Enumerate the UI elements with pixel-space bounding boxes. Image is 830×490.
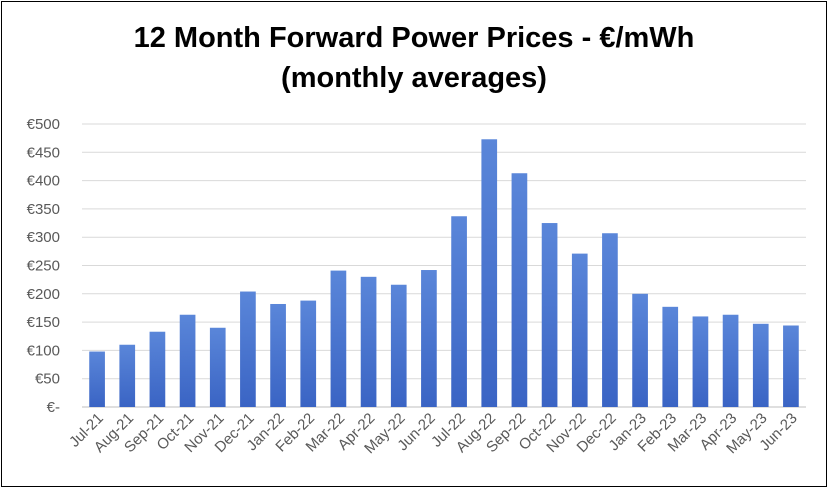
bar-jun-22 [421,270,437,407]
y-tick-label: €500 [27,116,60,133]
chart-title: 12 Month Forward Power Prices - €/mWh (m… [0,18,828,98]
bar-may-23 [752,323,769,407]
bar-feb-22 [300,300,317,407]
x-axis-ticks: Jul-21Aug-21Sep-21Oct-21Nov-21Dec-21Jan-… [66,410,801,457]
chart-title-line-2: (monthly averages) [281,62,547,94]
bar-dec-22 [602,233,618,407]
y-tick-label: €100 [27,342,60,359]
bar-sep-21 [149,331,166,407]
bar-nov-21 [209,327,226,407]
y-tick-label: €50 [35,371,60,388]
y-tick-label: €450 [27,144,60,161]
y-tick-label: €250 [27,258,60,275]
bar-aug-22 [481,139,498,408]
bar-mar-22 [330,270,347,407]
chart-title-line-1: 12 Month Forward Power Prices - €/mWh [133,22,695,54]
y-tick-label: €400 [27,173,60,190]
bar-jun-23 [783,325,799,407]
bar-apr-23 [722,314,739,407]
bar-nov-22 [571,253,588,407]
bar-aug-21 [119,344,136,407]
bar-jan-22 [270,303,286,407]
y-tick-label: €150 [27,314,60,331]
bar-dec-21 [240,291,256,407]
bar-apr-22 [360,276,377,407]
y-tick-label: €- [47,399,60,416]
bar-jan-23 [632,293,648,407]
grid-lines [82,123,806,408]
y-tick-label: €300 [27,229,60,246]
bar-jul-22 [451,216,467,407]
bar-sep-22 [511,173,528,407]
bars [89,139,799,408]
bar-mar-23 [692,316,709,407]
y-tick-label: €350 [27,201,60,218]
bar-feb-23 [662,306,679,407]
bar-may-22 [390,284,407,407]
bar-jul-21 [89,351,105,407]
bar-oct-21 [179,314,196,407]
bar-oct-22 [541,223,558,407]
y-axis-ticks: €- €50 €100 €150 €200 €250 €300 €350 €400 €450 €50… [27,116,60,416]
y-tick-label: €200 [27,286,60,303]
